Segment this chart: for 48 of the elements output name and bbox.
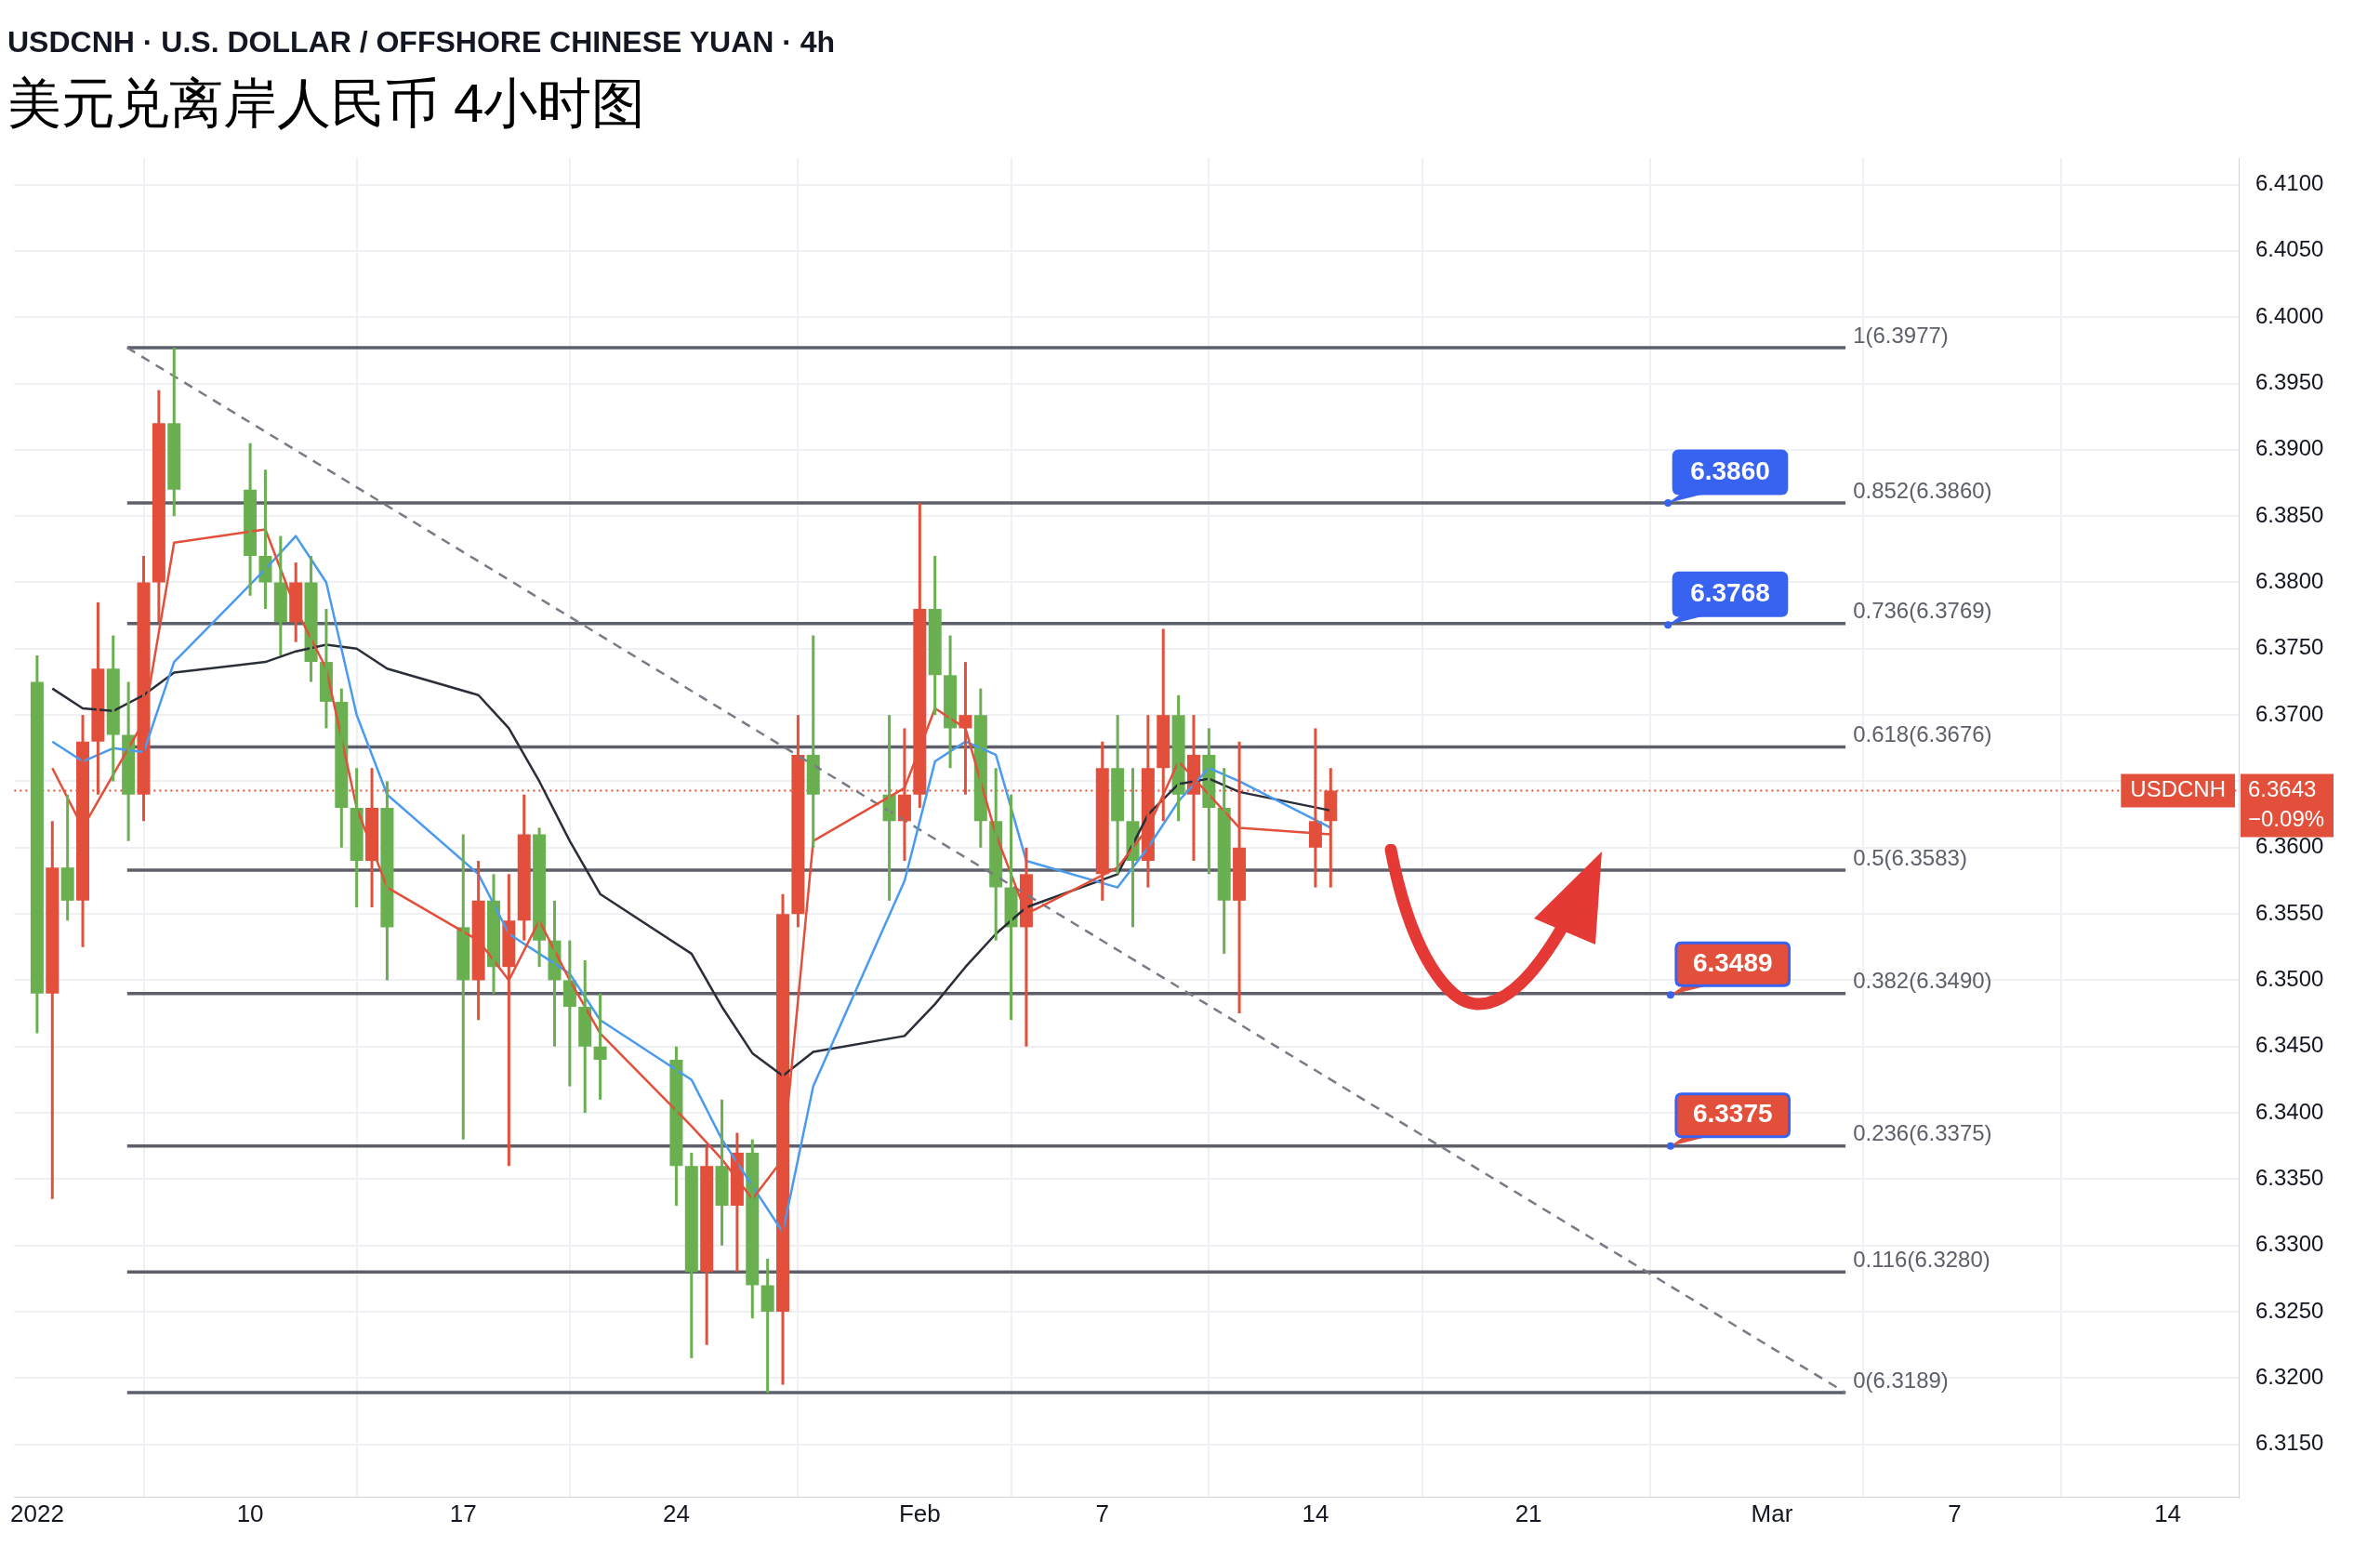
x-tick-label: 2022	[10, 1499, 64, 1527]
x-tick-label: 17	[449, 1499, 477, 1527]
ref-line-label: 0.852(6.3860)	[1853, 477, 1992, 503]
y-tick-label: 6.3350	[2255, 1165, 2324, 1191]
ref-line-label: 0.5(6.3583)	[1853, 844, 1967, 870]
y-tick-label: 6.3500	[2255, 966, 2324, 992]
y-tick-label: 6.4100	[2255, 170, 2324, 196]
x-tick-label: 14	[1302, 1499, 1329, 1527]
ref-line-label: 0.382(6.3490)	[1853, 968, 1992, 994]
y-tick-label: 6.3550	[2255, 899, 2324, 925]
chart-title: USDCNH · U.S. DOLLAR / OFFSHORE CHINESE YUAN · 4h	[7, 25, 836, 59]
y-tick-label: 6.3200	[2255, 1364, 2324, 1390]
chart-subtitle: 美元兑离岸人民币 4小时图	[7, 73, 646, 134]
y-tick-label: 6.3850	[2255, 501, 2324, 527]
y-tick-label: 6.3800	[2255, 568, 2324, 594]
x-tick-label: Mar	[1751, 1499, 1793, 1527]
annotation: 6.3375	[1692, 1099, 1773, 1129]
ref-line-label: 0.116(6.3280)	[1853, 1246, 1990, 1272]
ref-line-label: 0.236(6.3375)	[1853, 1120, 1992, 1146]
x-tick-label: Feb	[898, 1499, 941, 1527]
y-tick-label: 6.3750	[2255, 634, 2324, 660]
x-tick-label: 24	[662, 1499, 690, 1527]
y-tick-label: 6.4000	[2255, 302, 2324, 328]
x-tick-label: 14	[2154, 1499, 2182, 1527]
y-tick-label: 6.3450	[2255, 1032, 2324, 1058]
x-tick-label: 10	[236, 1499, 264, 1527]
ref-line-label: USDCNH	[2130, 776, 2226, 802]
ref-line-label: 0(6.3189)	[1853, 1367, 1949, 1393]
x-tick-label: 21	[1514, 1499, 1542, 1527]
y-tick-label: 6.4050	[2255, 236, 2324, 262]
annotation: 6.3768	[1690, 577, 1770, 607]
y-tick-label: 6.3400	[2255, 1098, 2324, 1124]
y-tick-label: 6.3150	[2255, 1430, 2324, 1456]
y-tick-label: 6.3700	[2255, 700, 2324, 726]
y-tick-label: 6.3900	[2255, 435, 2324, 461]
ref-line-label: 0.618(6.3676)	[1853, 721, 1992, 747]
y-tick-label: 6.3950	[2255, 369, 2324, 395]
y-tick-label: 6.3300	[2255, 1231, 2324, 1257]
annotation: 6.3860	[1690, 456, 1770, 485]
ref-line-label: 1(6.3977)	[1853, 322, 1949, 348]
ref-line-label: 0.736(6.3769)	[1853, 598, 1992, 624]
text: −0.09%	[2248, 806, 2325, 832]
x-tick-label: 7	[1948, 1499, 1962, 1527]
x-tick-label: 7	[1095, 1499, 1109, 1527]
y-tick-label: 6.3600	[2255, 833, 2324, 859]
text: 6.3643	[2248, 776, 2317, 802]
y-tick-label: 6.3250	[2255, 1297, 2324, 1323]
annotation: 6.3489	[1692, 947, 1773, 977]
